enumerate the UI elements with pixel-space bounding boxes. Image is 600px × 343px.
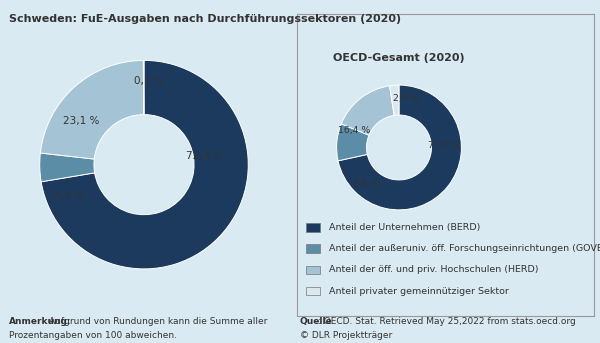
Text: Prozentangaben von 100 abweichen.: Prozentangaben von 100 abweichen. [9,331,177,340]
Wedge shape [40,60,143,159]
Wedge shape [143,60,144,115]
Bar [306,287,320,295]
Text: Anmerkung:: Anmerkung: [9,317,71,326]
Text: 9,6 %: 9,6 % [353,179,380,188]
Text: Schweden: FuE-Ausgaben nach Durchführungssektoren (2020): Schweden: FuE-Ausgaben nach Durchführung… [9,14,401,24]
Text: Anteil der öff. und priv. Hochschulen (HERD): Anteil der öff. und priv. Hochschulen (H… [329,265,538,274]
Text: 0,1 %: 0,1 % [134,76,164,86]
Text: Quelle: Quelle [300,317,333,326]
Wedge shape [337,124,369,161]
Text: 4,4 %: 4,4 % [54,191,84,201]
Wedge shape [389,85,399,115]
Wedge shape [41,60,248,269]
Text: 16,4 %: 16,4 % [338,126,370,134]
Title: OECD-Gesamt (2020): OECD-Gesamt (2020) [333,53,465,63]
Bar [306,223,320,232]
Text: 71,5 %: 71,5 % [428,141,460,150]
Wedge shape [338,85,461,210]
Text: 72,3 %: 72,3 % [186,151,223,161]
Text: Anteil der außeruniv. öff. Forschungseinrichtungen (GOVERD): Anteil der außeruniv. öff. Forschungsein… [329,244,600,253]
Bar [306,265,320,274]
Text: © DLR Projektträger: © DLR Projektträger [300,331,392,340]
Text: Aufgrund von Rundungen kann die Summe aller: Aufgrund von Rundungen kann die Summe al… [49,317,268,326]
Bar [306,245,320,253]
Text: Anteil privater gemeinnütziger Sektor: Anteil privater gemeinnütziger Sektor [329,286,509,296]
Wedge shape [341,86,394,135]
Text: 23,1 %: 23,1 % [63,116,100,126]
Text: 2,4 %: 2,4 % [394,94,419,103]
Wedge shape [40,153,95,182]
Text: : OECD. Stat. Retrieved May 25,2022 from stats.oecd.org: : OECD. Stat. Retrieved May 25,2022 from… [318,317,576,326]
Text: Anteil der Unternehmen (BERD): Anteil der Unternehmen (BERD) [329,223,481,232]
